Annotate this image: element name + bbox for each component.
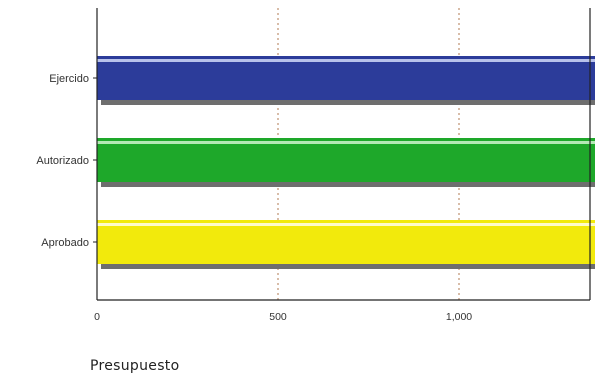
x-tick-label-500: 500 <box>269 311 287 323</box>
x-tick-label-0: 0 <box>94 311 100 323</box>
x-axis-title: Presupuesto <box>90 358 179 374</box>
x-tick-label-1000: 1,000 <box>446 311 472 323</box>
bar-ejercido <box>97 56 595 100</box>
bar-autorizado <box>97 138 595 182</box>
category-label-ejercido: Ejercido <box>49 73 89 85</box>
category-labels: Ejercido Autorizado Aprobado <box>36 73 89 249</box>
category-label-autorizado: Autorizado <box>36 155 89 167</box>
bar-highlight-aprobado <box>97 223 595 226</box>
bar-aprobado <box>97 220 595 264</box>
bar-highlight-ejercido <box>97 59 595 62</box>
axes <box>93 8 591 301</box>
bars <box>97 56 595 269</box>
category-label-aprobado: Aprobado <box>41 237 89 249</box>
bar-highlight-autorizado <box>97 141 595 144</box>
